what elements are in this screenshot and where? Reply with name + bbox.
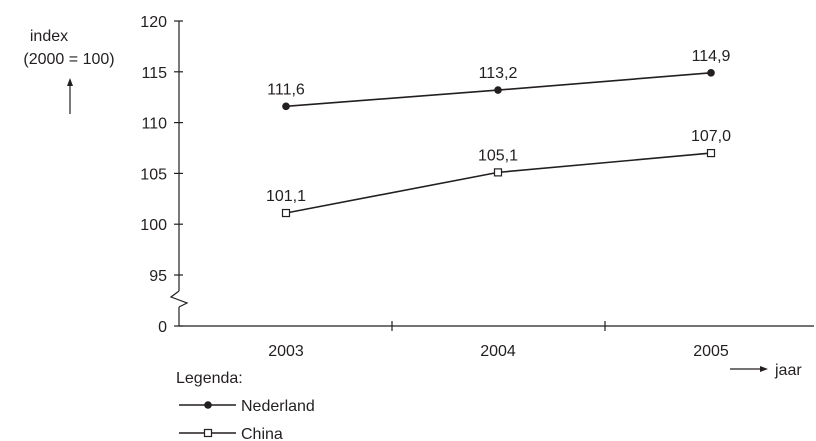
legend: Legenda: Nederland China [176, 370, 315, 441]
y-ticks: 0 95 100 105 110 115 120 [140, 14, 183, 336]
legend-item-nederland: Nederland [179, 398, 315, 415]
data-label-nederland: 111,6 [267, 81, 305, 98]
y-tick-label: 105 [140, 166, 167, 183]
data-label-china: 101,1 [266, 188, 306, 205]
x-ticks: 2003 2004 2005 [268, 321, 729, 360]
data-point-china [706, 148, 716, 158]
y-tick-label: 115 [141, 65, 167, 82]
y-tick-label: 0 [158, 319, 167, 336]
y-tick-label: 110 [141, 116, 167, 133]
y-tick-label: 100 [140, 217, 167, 234]
legend-marker-china [203, 428, 213, 438]
x-tick-label: 2004 [480, 343, 516, 360]
data-label-china: 105,1 [478, 147, 518, 164]
x-axis-label: jaar [774, 362, 802, 379]
data-label-nederland: 114,9 [692, 48, 731, 65]
data-point-china [493, 168, 503, 177]
data-label-nederland: 113,2 [479, 65, 518, 82]
series-nederland: 111,6 113,2 114,9 [267, 48, 731, 111]
x-tick-label: 2005 [693, 343, 729, 360]
series-china: 101,1 105,1 107,0 [266, 128, 731, 218]
y-axis [169, 21, 189, 326]
x-tick-label: 2003 [268, 343, 304, 360]
x-axis-label-arrow [730, 366, 768, 372]
legend-item-china: China [179, 426, 283, 441]
data-label-china: 107,0 [691, 128, 731, 145]
legend-title: Legenda: [176, 370, 243, 387]
data-point-china [281, 208, 291, 218]
y-axis-label-line-1: index [30, 28, 68, 45]
series-layer: 111,6 113,2 114,9 101,1 105,1 107,0 [266, 48, 731, 218]
y-tick-label: 120 [140, 14, 167, 31]
legend-label-china: China [241, 426, 283, 441]
y-tick-label: 95 [149, 268, 167, 285]
data-point-nederland [494, 86, 502, 94]
y-axis-break-mark [169, 290, 189, 308]
data-point-nederland [282, 102, 290, 111]
y-axis-label-arrow [67, 78, 73, 114]
data-point-nederland [707, 69, 715, 77]
legend-label-nederland: Nederland [241, 398, 315, 415]
legend-marker-nederland [204, 401, 212, 409]
y-axis-label-line-2: (2000 = 100) [23, 51, 114, 68]
